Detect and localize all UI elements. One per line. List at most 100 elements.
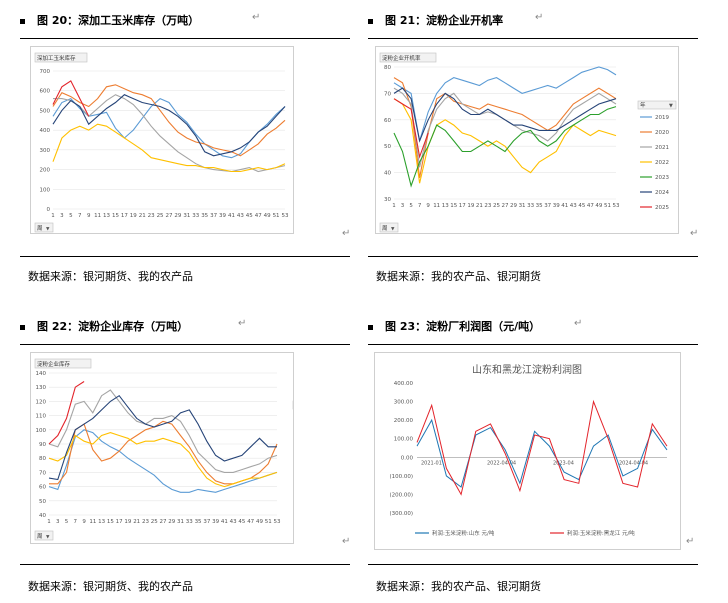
x-tick-label: 27 (160, 519, 167, 525)
series-line-2022 (393, 98, 617, 184)
return-arrow-icon: ↵ (238, 318, 247, 329)
x-tick-label: 47 (587, 203, 594, 209)
y-tick-label: 500 (40, 108, 51, 114)
chart-title-label: 淀粉企业开机率 (382, 54, 421, 62)
x-tick-label: 27 (166, 213, 173, 219)
y-tick-label: 100 (36, 428, 47, 434)
x-tick-label: 21 (133, 519, 140, 525)
x-field-chip (34, 530, 54, 541)
bullet-icon (20, 18, 25, 24)
bullet-icon (368, 324, 373, 330)
y-tick-label: 100 (40, 187, 51, 193)
chart-fig23: 山东和黑龙江淀粉利润图 400.00 300.00 200.00 100.00 0.00 (… (374, 352, 681, 550)
chart-fig20: 深加工玉米库存 700 600 500 400 300 200 100 0 1 3 5 7 9 11 13 15… (30, 46, 336, 234)
y-tick-label: 80 (384, 65, 391, 71)
y-tick-label: 50 (39, 499, 46, 505)
x-field-label: 周 (382, 225, 388, 232)
legend-item-label: 利润:玉米淀粉:山东 元/吨 (432, 529, 495, 537)
plot-title: 山东和黑龙江淀粉利润图 (472, 363, 582, 376)
x-tick-label: 2024-04-04 (619, 460, 648, 466)
x-tick-label: 7 (78, 213, 82, 219)
x-tick-label: 3 (56, 519, 60, 525)
x-tick-label: 9 (82, 519, 86, 525)
figure-20-title: 图 20：深加工玉米库存（万吨） (20, 12, 199, 28)
x-tick-label: 45 (246, 213, 253, 219)
chart-fig22: 淀粉企业库存 140 130 120 110 100 90 80 70 60 50 40 1 3 5 7 9 11… (30, 352, 332, 544)
x-tick-label: 41 (561, 203, 568, 209)
legend-item-label: 2023 (655, 175, 669, 181)
series-line-0 (416, 418, 668, 488)
x-tick-label: 51 (604, 203, 611, 209)
y-tick-label: 600 (40, 89, 51, 95)
x-tick-label: 43 (237, 213, 244, 219)
source-note-fig20: 数据来源：银河期货、我的农产品 (28, 270, 193, 283)
x-tick-label: 1 (392, 203, 396, 209)
x-tick-label: 39 (553, 203, 560, 209)
x-tick-label: 37 (203, 519, 210, 525)
x-tick-label: 49 (595, 203, 602, 209)
x-tick-label: 13 (98, 519, 105, 525)
x-tick-label: 5 (65, 519, 69, 525)
x-tick-label: 3 (60, 213, 64, 219)
x-tick-label: 19 (130, 213, 137, 219)
divider (20, 344, 350, 345)
y-tick-label: 100.00 (394, 437, 414, 443)
divider (20, 38, 350, 39)
x-tick-label: 45 (238, 519, 245, 525)
x-tick-label: 45 (578, 203, 585, 209)
x-tick-label: 5 (409, 203, 413, 209)
x-tick-label: 39 (219, 213, 226, 219)
y-tick-label: 120 (36, 399, 47, 405)
y-tick-label: 0.00 (401, 455, 414, 461)
x-tick-label: 25 (157, 213, 164, 219)
x-tick-label: 29 (510, 203, 517, 209)
chart-title-label: 深加工玉米库存 (37, 54, 76, 62)
x-tick-label: 1 (51, 213, 55, 219)
x-tick-label: 21 (476, 203, 483, 209)
x-tick-label: 13 (103, 213, 110, 219)
series-line-2023 (48, 432, 278, 488)
series-line-2020 (48, 429, 278, 493)
x-tick-label: 19 (467, 203, 474, 209)
y-tick-label: 30 (384, 197, 391, 203)
x-tick-label: 15 (112, 213, 119, 219)
divider (368, 344, 698, 345)
legend-header-chip (637, 100, 677, 110)
x-tick-label: 33 (186, 519, 193, 525)
legend-header-label: 年 (640, 101, 646, 109)
series-line-2024 (48, 394, 277, 481)
return-arrow-icon: ↵ (342, 228, 351, 239)
series-line-2023 (52, 123, 286, 173)
x-tick-label: 47 (255, 213, 262, 219)
x-tick-label: 2022-04-04 (487, 460, 516, 466)
y-tick-label: 60 (39, 485, 46, 491)
x-tick-label: 23 (148, 213, 155, 219)
y-tick-label: (100.00) (389, 474, 413, 480)
y-tick-label: (300.00) (389, 511, 413, 517)
y-tick-label: 700 (40, 69, 51, 75)
y-tick-label: 400 (40, 128, 51, 134)
x-tick-label: 43 (570, 203, 577, 209)
y-tick-label: 130 (36, 385, 47, 391)
x-tick-label: 41 (221, 519, 228, 525)
return-arrow-icon: ↵ (574, 318, 583, 329)
x-tick-label: 35 (536, 203, 543, 209)
source-note-fig23: 数据来源：我的农产品、银河期货 (376, 580, 541, 593)
x-tick-label: 3 (401, 203, 405, 209)
series-line-2021 (393, 87, 617, 168)
x-tick-label: 53 (613, 203, 620, 209)
x-tick-label: 31 (183, 213, 190, 219)
x-tick-label: 17 (116, 519, 123, 525)
x-tick-label: 9 (426, 203, 430, 209)
x-tick-label: 35 (195, 519, 202, 525)
chart-title-chip (34, 52, 88, 63)
x-tick-label: 2021-01 (421, 460, 442, 466)
x-tick-label: 5 (69, 213, 73, 219)
y-tick-label: 50 (384, 144, 391, 150)
x-field-chip (379, 222, 399, 233)
x-field-label: 周 (37, 225, 43, 232)
x-tick-label: 31 (177, 519, 184, 525)
divider (20, 256, 350, 257)
